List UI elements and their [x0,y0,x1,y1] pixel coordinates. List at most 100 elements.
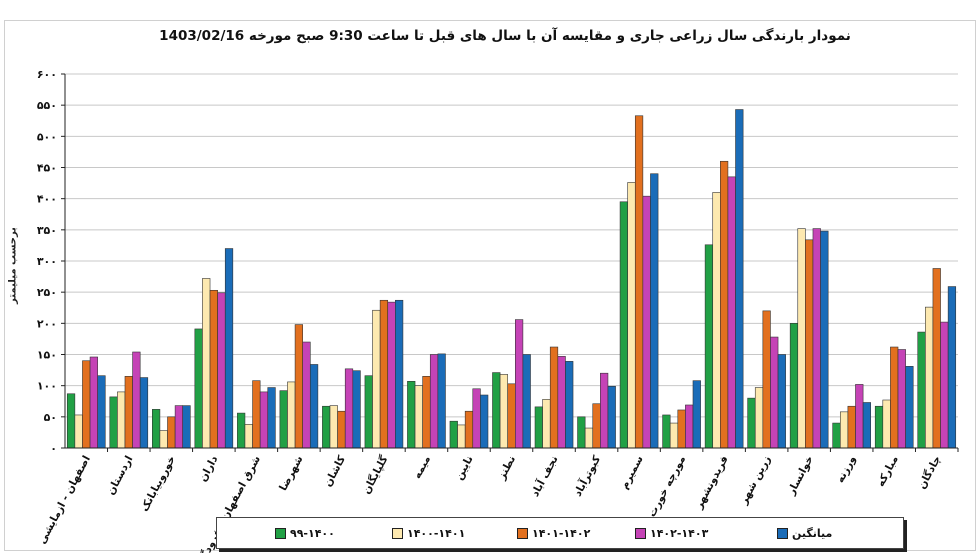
bar [932,268,941,449]
bar [372,309,381,449]
bar [414,385,423,449]
bar [89,356,98,449]
bar [662,414,671,449]
bar [592,403,601,449]
chart-title: نمودار بارندگی سال زراعی جاری و مقایسه آ… [159,28,851,44]
legend-label: ۱۴۰۲-۱۴۰۳ [650,526,709,540]
bar [287,381,296,449]
bar [159,430,168,449]
legend-item: میانگین [777,526,832,540]
bars [66,109,957,449]
y-tick-label: ۵۰ [44,411,57,424]
bar [124,376,133,449]
bar [897,349,906,449]
legend-swatch [392,527,403,539]
bar [66,393,76,449]
bar [890,346,899,449]
bar [557,356,566,449]
bar [259,391,269,449]
legend-swatch [635,527,646,539]
bar [294,324,303,449]
bar [820,230,829,449]
x-tick-label: نجف آباد [528,453,560,498]
bar [925,306,934,449]
bar [492,372,501,449]
bar [82,360,91,449]
bar [167,416,176,449]
bar [685,404,694,449]
x-tick-label: گلپایگان [360,453,391,497]
bar [839,411,849,449]
bar [507,383,516,449]
bar [449,420,458,449]
bar [457,424,466,449]
x-tick-label: فریدونشهر [692,454,730,512]
bar [642,195,651,449]
bar [542,399,551,449]
x-tick-label: خوروبیابانک [138,454,177,514]
legend-label: میانگین [792,526,833,540]
bar [805,239,814,449]
bar [940,321,949,449]
legend-item: ۹۹-۱۴۰۰ [275,526,335,540]
bar [464,410,474,449]
bar [194,328,203,449]
bar [237,412,246,449]
bar [252,380,261,449]
bar [429,354,439,449]
bar [832,422,841,449]
bar [109,396,118,449]
y-axis-ticks: ۰ ۵۰ ۱۰۰ ۱۵۰ ۲۰۰ ۲۵۰ ۳۰۰ ۳۵۰ ۴۰۰ ۴۵۰ ۵۰۰ ۵۵۰ ۶۰۰ [37,68,65,455]
y-tick-label: ۳۵۰ [37,224,57,237]
y-tick-label: ۰ [50,442,57,455]
bar [712,192,721,449]
bar [577,416,586,449]
axes [64,74,958,449]
y-tick-label: ۱۵۰ [37,349,57,362]
x-tick-label: سمیرم [618,454,645,491]
y-tick-label: ۵۰۰ [37,130,57,143]
bar [727,176,736,449]
bar [379,299,389,449]
bar [862,402,871,449]
bar [344,368,354,449]
bar [217,292,226,449]
bar [565,361,574,449]
bar [224,248,234,449]
bar [704,244,714,449]
bar [619,201,628,449]
legend-item: ۱۴۰۲-۱۴۰۳ [635,526,708,540]
y-tick-label: ۶۰۰ [37,68,57,81]
bar [514,319,524,449]
bar [797,228,806,449]
x-tick-label: شهرضا [277,454,305,493]
x-tick-label: کاشان [322,453,349,489]
bar [499,374,509,449]
bar [754,387,764,449]
bar [97,375,106,449]
bar [650,173,659,449]
bar [279,390,288,449]
bar [267,387,276,449]
x-tick-label: ورزنه [834,454,858,485]
bar [917,331,926,449]
legend-swatch [275,527,286,539]
bar [322,405,331,449]
x-tick-label: نایین [453,454,476,482]
x-tick-label: میمه [411,454,433,481]
bar [329,405,338,449]
legend-item: ۱۴۰۱-۱۴۰۲ [517,526,590,540]
bar [74,414,83,449]
legend-label: ۱۴۰۰-۱۴۰۱ [407,526,466,540]
y-tick-label: ۵۵۰ [37,99,57,112]
bar [720,160,729,449]
bar [549,346,559,449]
bar [302,341,311,449]
legend-item: ۱۴۰۰-۱۴۰۱ [392,526,465,540]
bar [847,405,856,449]
bar [777,354,786,449]
chart-legend: ۹۹-۱۴۰۰ ۱۴۰۰-۱۴۰۱ ۱۴۰۱-۱۴۰۲ ۱۴۰۲-۱۴۰۳ میانگی… [216,517,904,549]
bar [364,375,373,449]
bar [677,409,686,449]
bar [600,372,609,449]
